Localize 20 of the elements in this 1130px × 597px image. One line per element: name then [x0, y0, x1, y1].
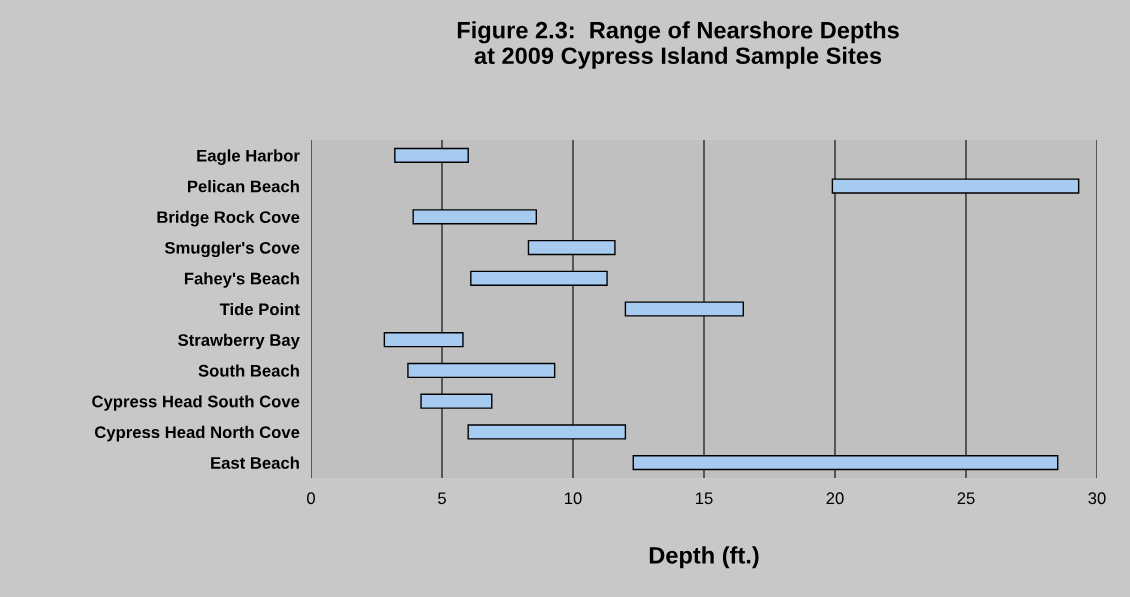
y-tick-label: East Beach	[211, 456, 299, 469]
y-tick-label: Bridge Rock Cove	[157, 210, 300, 227]
x-tick-label: 5	[438, 492, 446, 505]
y-tick-label: Smuggler's Cove	[164, 241, 300, 258]
y-tick-label: Pelican Beach	[187, 180, 299, 193]
x-tick-label: 25	[957, 492, 975, 505]
y-tick-label: Tide Point	[219, 302, 300, 316]
x-tick-label: 0	[307, 492, 315, 505]
y-tick-label: Strawberry Bay	[178, 333, 300, 350]
y-tick-label: Cypress Head North Cove	[94, 425, 300, 442]
y-tick-label: South Beach	[198, 364, 299, 377]
y-tick-label: Eagle Harbor	[197, 149, 300, 165]
y-tick-label: Fahey's Beach	[184, 272, 299, 288]
x-tick-label: 15	[696, 492, 713, 505]
chart-title: Figure 2.3: Range of Nearshore Depths at 2009 Cypress Island Sample Sites	[457, 21, 899, 69]
x-tick-label: 10	[565, 492, 582, 505]
y-tick-label: Cypress Head South Cove	[92, 395, 300, 411]
x-tick-label: 30	[1088, 492, 1106, 505]
x-axis-title: Depth (ft.)	[649, 546, 759, 569]
x-tick-label: 20	[826, 492, 844, 505]
